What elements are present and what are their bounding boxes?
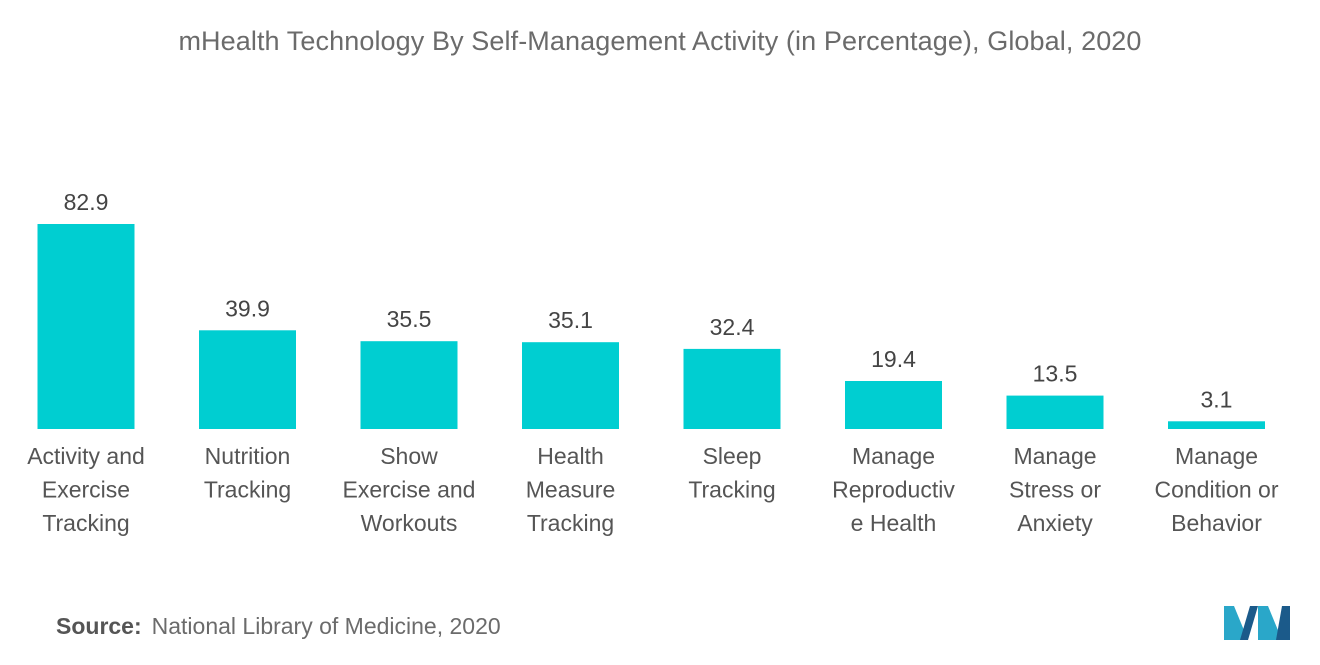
category-label-line: Manage xyxy=(1175,443,1258,469)
category-label-line: Tracking xyxy=(688,477,775,503)
chart-title: mHealth Technology By Self-Management Ac… xyxy=(178,26,1142,56)
category-label-7: Manage Condition or Behavior xyxy=(1154,443,1278,536)
source-label: Source: xyxy=(56,613,142,639)
source-note: Source: National Library of Medicine, 202… xyxy=(56,613,501,640)
category-label-line: Manage xyxy=(852,443,935,469)
category-label-6: Manage Stress or Anxiety xyxy=(1009,443,1101,536)
category-label-5: Manage Reproductiv e Health xyxy=(832,443,955,536)
category-label-1: Nutrition Tracking xyxy=(204,443,291,503)
bar-value-label-5: 19.4 xyxy=(871,346,916,372)
category-label-line: Tracking xyxy=(42,510,129,536)
category-label-line: Health xyxy=(537,443,603,469)
category-label-line: Show xyxy=(380,443,438,469)
bar-value-label-7: 3.1 xyxy=(1201,386,1233,412)
company-logo-icon xyxy=(1224,606,1290,640)
category-label-line: Nutrition xyxy=(205,443,291,469)
category-label-2: Show Exercise and Workouts xyxy=(343,443,476,536)
category-label-line: Behavior xyxy=(1171,510,1262,536)
category-label-3: Health Measure Tracking xyxy=(526,443,615,536)
category-label-line: Manage xyxy=(1013,443,1096,469)
bar-6 xyxy=(1006,395,1104,429)
bar-value-label-1: 39.9 xyxy=(225,295,270,321)
bar-3 xyxy=(522,342,619,429)
bar-2 xyxy=(360,341,458,429)
bar-value-label-2: 35.5 xyxy=(387,306,432,332)
bar-7 xyxy=(1168,421,1265,429)
category-label-line: Activity and xyxy=(27,443,145,469)
bar-0 xyxy=(37,224,135,429)
bar-value-label-3: 35.1 xyxy=(548,307,593,333)
category-label-line: Tracking xyxy=(527,510,614,536)
category-label-line: Condition or xyxy=(1154,477,1278,503)
bar-4 xyxy=(683,348,781,429)
bar-value-label-0: 82.9 xyxy=(64,189,109,215)
category-label-4: Sleep Tracking xyxy=(688,443,775,503)
category-label-0: Activity and Exercise Tracking xyxy=(27,443,145,536)
category-label-line: Exercise and xyxy=(343,477,476,503)
bar-value-label-4: 32.4 xyxy=(710,314,755,340)
category-label-line: Sleep xyxy=(703,443,762,469)
category-label-line: e Health xyxy=(851,510,937,536)
category-label-line: Tracking xyxy=(204,477,291,503)
category-label-line: Measure xyxy=(526,477,615,503)
category-label-line: Workouts xyxy=(361,510,458,536)
category-label-line: Stress or xyxy=(1009,477,1101,503)
bar-value-label-6: 13.5 xyxy=(1033,361,1078,387)
bar-1 xyxy=(199,330,296,429)
category-label-line: Anxiety xyxy=(1017,510,1093,536)
bar-5 xyxy=(845,381,942,429)
source-text: National Library of Medicine, 2020 xyxy=(151,613,501,639)
category-label-line: Exercise xyxy=(42,477,130,503)
category-label-line: Reproductiv xyxy=(832,477,955,503)
